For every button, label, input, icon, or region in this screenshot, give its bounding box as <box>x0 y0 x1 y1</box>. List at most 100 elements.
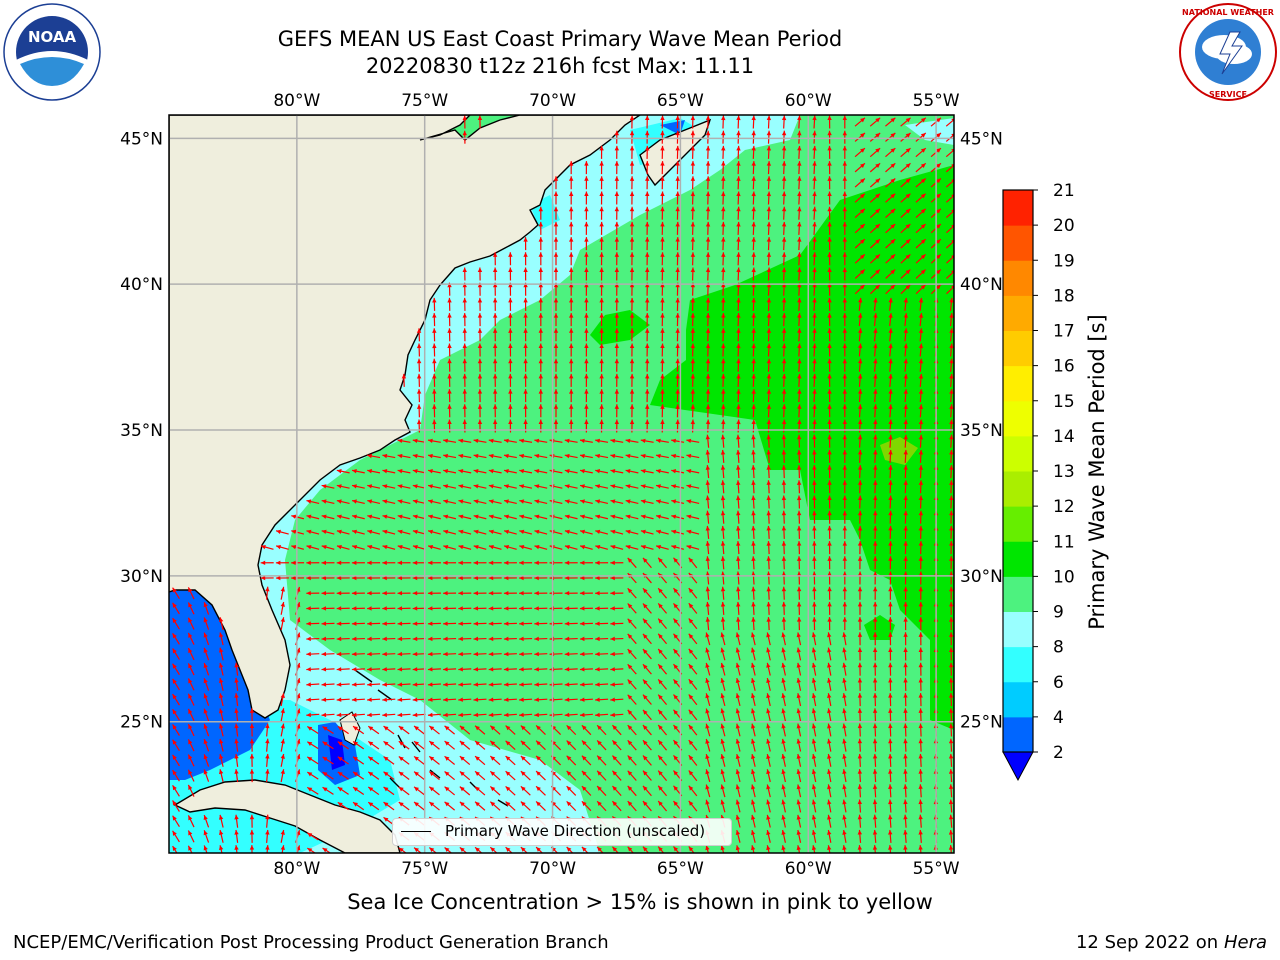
wave-direction-arrow <box>614 145 620 159</box>
wave-direction-arrow <box>705 191 711 205</box>
wave-direction-arrow <box>566 800 577 812</box>
wave-direction-arrow <box>735 693 741 707</box>
wave-direction-arrow <box>948 693 954 707</box>
wave-direction-arrow <box>781 541 787 555</box>
wave-direction-arrow <box>596 755 607 766</box>
wave-direction-arrow <box>579 667 593 672</box>
wave-direction-arrow <box>203 723 210 737</box>
wave-direction-arrow <box>948 799 954 813</box>
wave-direction-arrow <box>413 771 425 781</box>
wave-direction-arrow <box>888 814 893 828</box>
wave-direction-arrow <box>488 682 502 687</box>
wave-direction-arrow <box>854 132 866 142</box>
wave-direction-arrow <box>766 814 771 828</box>
wave-direction-arrow <box>172 693 180 706</box>
wave-direction-arrow <box>645 267 650 281</box>
wave-direction-arrow <box>534 453 548 459</box>
wave-direction-arrow <box>534 469 548 474</box>
wave-direction-arrow <box>660 221 665 235</box>
wave-direction-arrow <box>750 723 756 737</box>
wave-direction-arrow <box>688 633 698 645</box>
wave-direction-arrow <box>412 499 426 505</box>
wave-direction-arrow <box>489 801 501 811</box>
wave-direction-arrow <box>903 495 908 509</box>
wave-direction-arrow <box>873 495 878 509</box>
wave-direction-arrow <box>720 647 726 661</box>
wave-direction-arrow <box>736 343 741 357</box>
wave-direction-arrow <box>477 404 483 418</box>
wave-direction-arrow <box>477 328 483 342</box>
wave-direction-arrow <box>249 738 255 752</box>
wave-direction-arrow <box>796 525 802 539</box>
wave-direction-arrow <box>736 495 741 509</box>
wave-direction-arrow <box>918 799 923 813</box>
wave-direction-arrow <box>781 465 787 479</box>
wave-direction-arrow <box>873 358 878 372</box>
wave-direction-arrow <box>627 724 637 736</box>
wave-direction-arrow <box>351 591 365 596</box>
wave-direction-arrow <box>645 297 650 311</box>
wave-direction-arrow <box>351 667 365 672</box>
wave-direction-arrow <box>397 484 411 489</box>
wave-direction-arrow <box>705 328 711 342</box>
wave-direction-arrow <box>614 130 620 144</box>
wave-direction-arrow <box>675 328 680 342</box>
wave-direction-arrow <box>610 438 624 444</box>
wave-direction-arrow <box>948 662 954 676</box>
wave-direction-arrow <box>688 724 698 736</box>
wave-direction-arrow <box>888 404 893 418</box>
wave-direction-arrow <box>918 389 924 403</box>
wave-direction-arrow <box>412 591 426 596</box>
ocean-8-9s-region <box>169 115 800 853</box>
wave-direction-arrow <box>397 712 411 718</box>
wave-direction-arrow <box>885 117 896 127</box>
wave-direction-arrow <box>412 560 426 566</box>
wave-direction-arrow <box>351 514 365 520</box>
wave-direction-arrow <box>489 740 501 750</box>
wave-direction-arrow <box>412 712 426 718</box>
wave-direction-arrow <box>614 358 620 372</box>
wave-direction-arrow <box>766 465 771 479</box>
wave-direction-arrow <box>827 237 832 251</box>
wave-direction-arrow <box>888 647 893 661</box>
wave-direction-arrow <box>870 269 881 279</box>
colorbar-segment <box>1003 541 1033 577</box>
wave-direction-arrow <box>781 738 786 752</box>
wave-direction-arrow <box>427 438 441 444</box>
wave-direction-arrow <box>657 679 668 690</box>
wave-direction-arrow <box>918 723 923 737</box>
wave-direction-arrow <box>751 556 756 570</box>
wave-direction-arrow <box>535 770 546 781</box>
wave-direction-arrow <box>599 404 604 418</box>
wave-direction-arrow <box>336 575 350 581</box>
wave-direction-arrow <box>903 617 908 631</box>
wave-direction-arrow <box>629 389 635 403</box>
wave-direction-arrow <box>720 632 726 646</box>
wave-direction-arrow <box>720 541 726 555</box>
wave-direction-arrow <box>721 115 726 129</box>
wave-direction-arrow <box>337 725 349 735</box>
ocean-10-11s-patch <box>864 615 895 640</box>
wave-direction-arrow <box>900 223 911 234</box>
wave-direction-arrow <box>553 267 559 281</box>
wave-direction-arrow <box>655 484 669 489</box>
wave-direction-arrow <box>579 651 593 657</box>
wave-direction-arrow <box>642 709 652 721</box>
wave-direction-arrow <box>265 845 270 853</box>
wave-direction-arrow <box>383 786 395 796</box>
wave-direction-arrow <box>949 328 954 342</box>
wave-direction-arrow <box>735 677 741 691</box>
wave-direction-arrow <box>306 560 320 566</box>
wave-direction-arrow <box>599 191 604 205</box>
wave-direction-arrow <box>842 434 847 448</box>
wave-direction-arrow <box>503 651 517 657</box>
wave-direction-arrow <box>735 845 741 853</box>
wave-direction-arrow <box>642 618 652 629</box>
wave-direction-arrow <box>857 434 863 448</box>
wave-direction-arrow <box>751 617 756 631</box>
wave-direction-arrow <box>645 206 650 220</box>
wave-direction-arrow <box>888 510 893 524</box>
wave-direction-arrow <box>473 529 487 535</box>
wave-direction-arrow <box>781 267 787 281</box>
wave-direction-arrow <box>797 252 802 266</box>
